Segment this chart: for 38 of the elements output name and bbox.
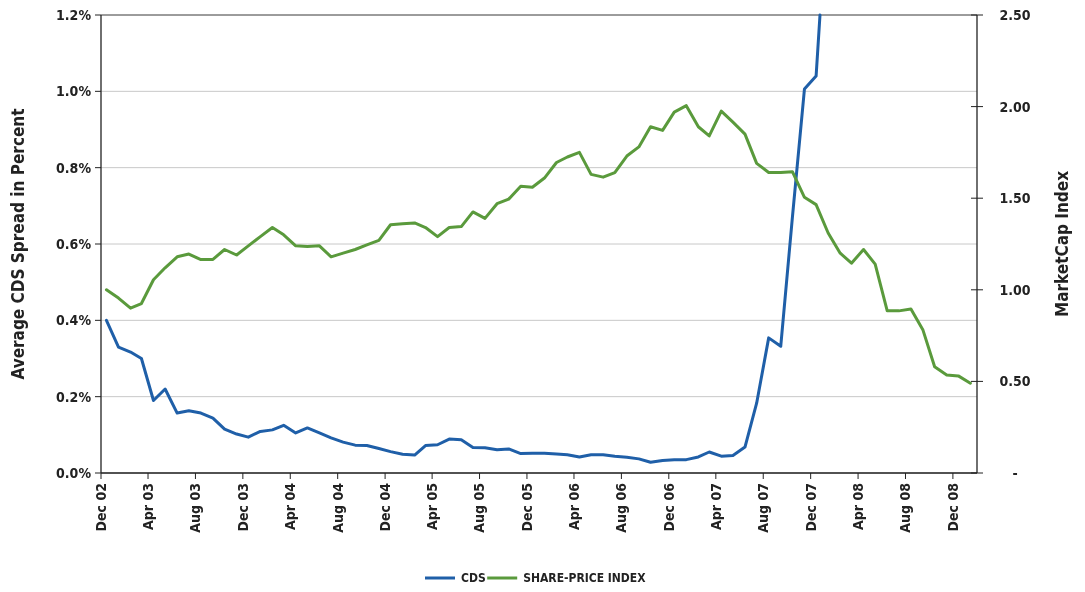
- x-tick-label: Apr 03: [139, 483, 156, 530]
- x-tick-label: Dec 06: [660, 482, 677, 532]
- y-tick-label: 0.2%: [56, 388, 92, 405]
- y2-tick-label: -: [1012, 464, 1018, 481]
- y2-axis-title: MarketCap Index: [1052, 170, 1072, 318]
- y-tick-label: 0.6%: [56, 235, 92, 252]
- x-tick-label: Dec 02: [92, 483, 109, 532]
- x-tick-label: Aug 04: [329, 482, 346, 533]
- y2-tick-label: 1.00: [999, 281, 1031, 298]
- line-series: [104, 104, 972, 385]
- line-series: [104, 13, 822, 464]
- y2-tick-label: 1.50: [999, 190, 1031, 207]
- x-tick-label: Dec 08: [944, 483, 961, 532]
- x-tick-label: Dec 04: [377, 482, 393, 532]
- y-axis-title: Average CDS Spread in Percent: [8, 108, 28, 380]
- x-tick-label: Dec 03: [234, 483, 251, 532]
- x-tick-label: Apr 08: [849, 483, 866, 530]
- x-tick-label: Apr 07: [707, 483, 724, 530]
- y-tick-label: 1.2%: [56, 6, 92, 23]
- y-tick-label: 0.4%: [56, 312, 92, 329]
- x-tick-label: Aug 07: [755, 483, 772, 533]
- y2-tick-label: 2.00: [999, 98, 1031, 115]
- legend-label: SHARE-PRICE INDEX: [523, 571, 647, 586]
- x-tick-label: Aug 08: [897, 483, 914, 533]
- y2-tick-label: 0.50: [999, 373, 1031, 390]
- y-tick-label: 0.0%: [56, 464, 92, 481]
- x-tick-label: Dec 07: [802, 483, 819, 532]
- y2-tick-label: 2.50: [999, 6, 1031, 23]
- x-tick-label: Aug 05: [471, 483, 488, 533]
- x-tick-label: Aug 06: [613, 482, 630, 533]
- x-tick-label: Apr 06: [565, 482, 582, 530]
- x-tick-label: Aug 03: [187, 483, 204, 533]
- y-tick-label: 0.8%: [56, 159, 92, 176]
- x-tick-label: Apr 05: [424, 483, 441, 530]
- x-tick-label: Dec 05: [518, 483, 535, 532]
- x-tick-label: Apr 04: [282, 482, 299, 530]
- y-tick-label: 1.0%: [56, 83, 92, 100]
- legend-label: CDS: [461, 571, 486, 586]
